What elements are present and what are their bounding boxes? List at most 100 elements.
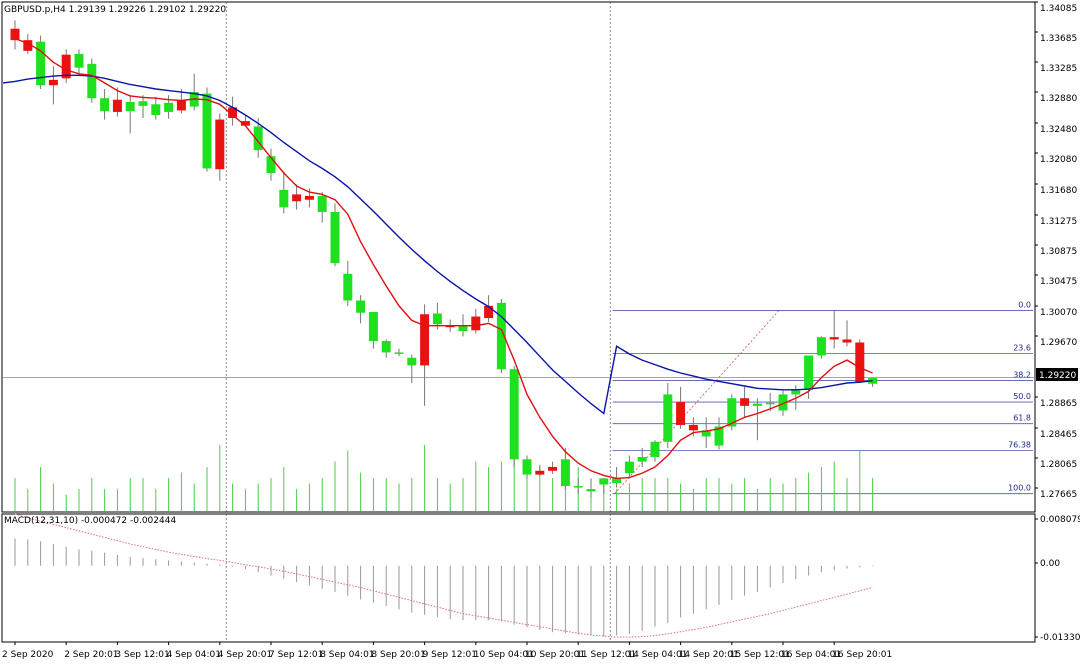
candle-body-1 [23, 40, 33, 51]
y-tick-label-13: 1.28865 [1040, 399, 1077, 409]
candle-body-64 [829, 337, 839, 340]
y-tick-label-2: 1.33285 [1040, 64, 1077, 74]
x-tick-label-0: 2 Sep 2020 [2, 650, 54, 660]
candle-body-65 [842, 339, 852, 343]
candle-body-32 [420, 314, 430, 366]
y-tick-label-16: 1.27665 [1040, 490, 1077, 500]
candle-body-47 [612, 478, 622, 483]
candle-body-60 [778, 394, 788, 411]
slow-ma-line [2, 74, 873, 415]
y-tick-label-9: 1.30475 [1040, 277, 1077, 287]
candle-body-67 [868, 377, 878, 384]
candle-body-37 [484, 305, 494, 319]
y-tick-label-8: 1.30875 [1040, 247, 1077, 257]
candle-body-27 [356, 300, 366, 313]
x-tick-label-11: 11 Sep 12:01 [576, 650, 636, 660]
x-tick-label-14: 15 Sep 12:01 [730, 650, 790, 660]
candle-body-18 [240, 121, 250, 126]
candle-body-28 [368, 311, 378, 341]
candle-body-49 [637, 457, 647, 462]
fib-level-label-1: 23.6 [1013, 344, 1031, 353]
candle-body-22 [292, 194, 302, 202]
candle-body-66 [855, 342, 865, 383]
candle-body-11 [151, 104, 161, 115]
candle-body-3 [48, 79, 58, 86]
main-frame [1, 1, 1036, 513]
candle-body-26 [343, 273, 353, 301]
candle-body-45 [586, 489, 596, 492]
candle-body-62 [804, 355, 814, 390]
y-tick-label-0: 1.34085 [1040, 4, 1077, 14]
x-tick-label-8: 9 Sep 12:01 [423, 650, 477, 660]
macd-header: MACD(12,31,10) -0.000472 -0.002444 [4, 516, 176, 526]
candle-body-10 [138, 101, 148, 106]
candle-body-19 [253, 126, 263, 151]
fib-level-label-4: 61.8 [1013, 414, 1031, 423]
candle-body-29 [381, 340, 391, 353]
candle-body-42 [548, 466, 558, 471]
candle-body-25 [330, 211, 340, 264]
candle-body-55 [714, 426, 724, 446]
candle-body-20 [266, 156, 276, 174]
candle-body-0 [10, 28, 20, 41]
y-tick-label-5: 1.32080 [1040, 155, 1077, 165]
x-tick-label-5: 7 Sep 12:01 [269, 650, 323, 660]
main-chart-header: GBPUSD.p,H4 1.29139 1.29226 1.29102 1.29… [4, 5, 226, 15]
candle-body-51 [663, 394, 673, 442]
candle-body-6 [87, 63, 97, 99]
candle-body-12 [164, 102, 174, 112]
candle-body-39 [509, 369, 519, 460]
y-tick-label-4: 1.32480 [1040, 125, 1077, 135]
x-tick-label-12: 14 Sep 04:01 [627, 650, 687, 660]
candle-body-33 [432, 313, 442, 325]
current-price-label: 1.29220 [1039, 371, 1076, 381]
x-tick-label-7: 8 Sep 20:01 [371, 650, 425, 660]
candle-body-21 [279, 189, 289, 208]
fib-level-label-3: 50.0 [1013, 392, 1031, 401]
candle-body-9 [125, 102, 135, 112]
y-tick-label-3: 1.32880 [1040, 94, 1077, 104]
candle-body-43 [560, 459, 570, 487]
x-tick-label-9: 10 Sep 04:01 [474, 650, 534, 660]
macd-y-tick-label-2: -0.013305 [1040, 633, 1080, 643]
candle-body-48 [624, 461, 634, 474]
candle-body-15 [202, 93, 212, 169]
y-tick-label-6: 1.31680 [1040, 186, 1077, 196]
candle-body-59 [765, 402, 775, 405]
candle-body-34 [445, 325, 455, 328]
x-tick-label-13: 14 Sep 20:01 [679, 650, 739, 660]
candle-body-50 [650, 441, 660, 458]
candle-body-2 [36, 41, 46, 86]
x-tick-label-2: 3 Sep 12:01 [115, 650, 169, 660]
candle-body-17 [228, 107, 238, 119]
macd-signal-line [14, 513, 873, 638]
candle-body-31 [407, 357, 417, 366]
candle-body-54 [701, 430, 711, 437]
y-tick-label-11: 1.29670 [1040, 338, 1077, 348]
candle-body-35 [458, 325, 468, 332]
x-tick-label-4: 4 Sep 20:01 [218, 650, 272, 660]
candle-body-38 [496, 302, 506, 370]
candle-body-44 [573, 486, 583, 488]
candle-body-4 [61, 54, 71, 79]
y-tick-label-1: 1.33685 [1040, 34, 1077, 44]
candle-body-5 [74, 53, 84, 68]
current-price-box [1036, 368, 1078, 381]
candle-body-30 [394, 352, 404, 354]
candle-body-36 [471, 316, 481, 331]
x-tick-label-16: 16 Sep 20:01 [832, 650, 892, 660]
fib-level-label-2: 38.2 [1013, 370, 1031, 379]
candle-body-57 [740, 398, 750, 406]
fast-ma-line [14, 37, 873, 480]
x-tick-label-10: 10 Sep 20:01 [525, 650, 585, 660]
candle-body-61 [791, 389, 801, 395]
candle-body-7 [100, 98, 110, 112]
macd-y-tick-label-0: 0.008079 [1040, 515, 1080, 525]
candle-body-40 [522, 459, 532, 475]
fib-level-label-0: 0.0 [1018, 300, 1031, 309]
y-tick-label-7: 1.31275 [1040, 217, 1077, 227]
candle-body-56 [727, 398, 737, 427]
candle-body-24 [317, 195, 327, 212]
y-tick-label-10: 1.30070 [1040, 308, 1077, 318]
